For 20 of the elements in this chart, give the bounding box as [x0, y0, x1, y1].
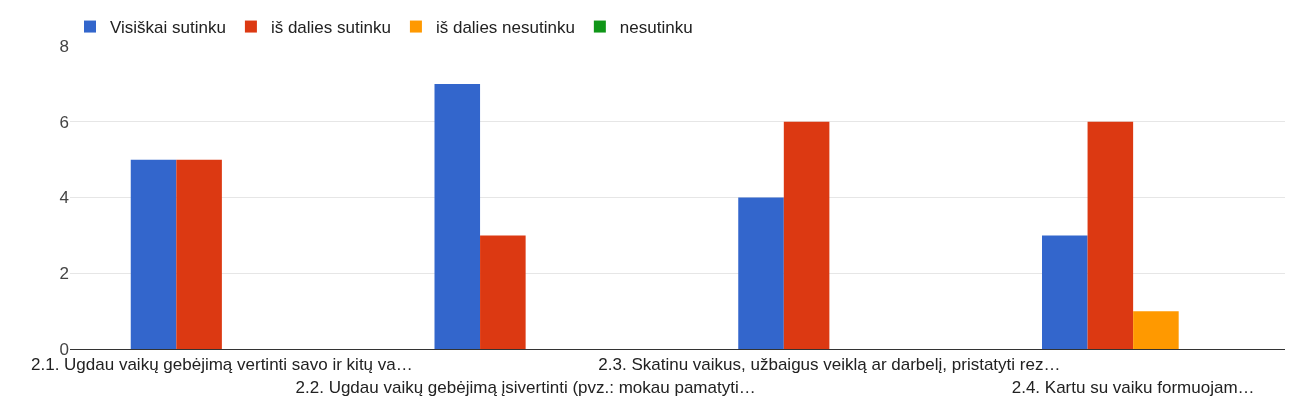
- bar: [738, 197, 784, 349]
- bar: [1133, 311, 1179, 349]
- x-tick-label: 2.2. Ugdau vaikų gebėjimą įsivertinti (pvz.: mokau pamatyti…: [295, 377, 756, 397]
- x-tick-label: 2.4. Kartu su vaiku formuojam…: [1011, 377, 1255, 397]
- bar: [434, 83, 481, 349]
- bar: [783, 121, 830, 349]
- legend-label: Visiškai sutinku: [110, 18, 226, 38]
- y-tick-label: 8: [59, 36, 69, 56]
- bar: [1087, 121, 1134, 349]
- legend-label: iš dalies nesutinku: [435, 18, 575, 38]
- x-tick-label: 2.3. Skatinu vaikus, užbaigus veiklą ar darbelį, pristatyti rez…: [598, 355, 1061, 375]
- y-tick-label: 2: [59, 264, 69, 284]
- y-tick-label: 6: [59, 112, 69, 132]
- bar: [130, 159, 177, 349]
- legend-label: nesutinku: [619, 18, 693, 38]
- bar: [480, 235, 526, 349]
- legend-label: iš dalies sutinku: [270, 18, 391, 38]
- bar: [176, 159, 222, 349]
- bar: [1042, 235, 1088, 349]
- y-tick-label: 4: [59, 188, 69, 208]
